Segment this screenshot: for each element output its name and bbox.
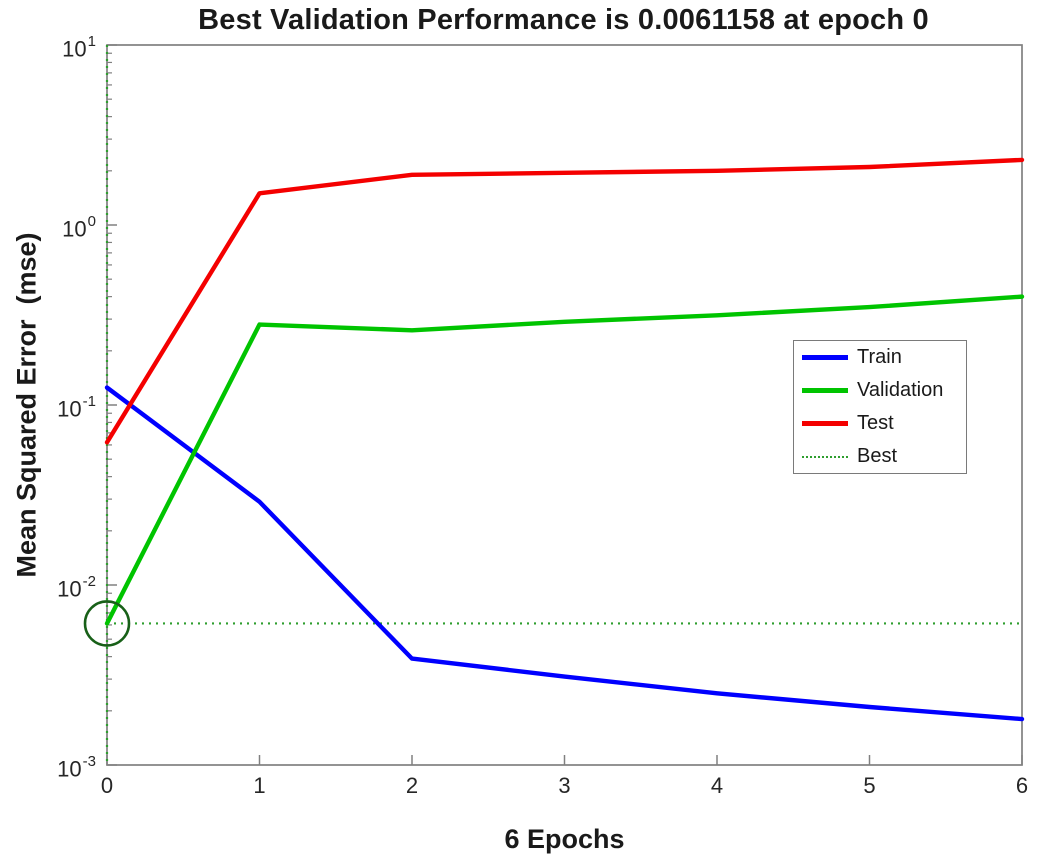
- legend-line-sample: [802, 421, 848, 426]
- train-line: [104, 385, 1025, 722]
- y-tick-label: 101: [62, 33, 96, 62]
- legend-entry-validation: Validation: [794, 374, 966, 407]
- best-marker-circle: [83, 600, 131, 647]
- x-tick-label: 3: [558, 773, 571, 798]
- y-tick-label: 10-1: [57, 393, 96, 422]
- legend-line-sample: [802, 355, 848, 360]
- validation-line: [104, 294, 1025, 626]
- legend-label: Train: [857, 346, 902, 368]
- x-tick-label: 6: [1015, 773, 1029, 798]
- legend-entry-test: Test: [794, 407, 966, 440]
- test-line: [104, 157, 1025, 445]
- x-axis-label: 6 Epochs: [504, 824, 625, 854]
- legend-label: Validation: [857, 379, 944, 401]
- legend-entry-train: Train: [794, 341, 966, 374]
- x-tick-label: 4: [710, 773, 724, 798]
- legend-line-sample: [802, 388, 848, 393]
- y-tick-label: 100: [62, 213, 96, 242]
- x-tick-label: 0: [100, 773, 114, 798]
- chart-title: Best Validation Performance is 0.0061158…: [198, 4, 929, 36]
- legend: Train Validation Test Best: [793, 340, 967, 474]
- x-tick-label: 5: [863, 773, 876, 798]
- x-tick-label: 2: [405, 773, 419, 798]
- y-tick-label: 10-3: [57, 753, 96, 782]
- legend-label: Test: [857, 412, 894, 434]
- legend-label: Best: [857, 445, 898, 467]
- legend-entry-best: Best: [794, 440, 966, 473]
- legend-line-sample: [802, 455, 848, 458]
- x-tick-label: 1: [253, 773, 266, 798]
- y-tick-label: 10-2: [57, 573, 96, 602]
